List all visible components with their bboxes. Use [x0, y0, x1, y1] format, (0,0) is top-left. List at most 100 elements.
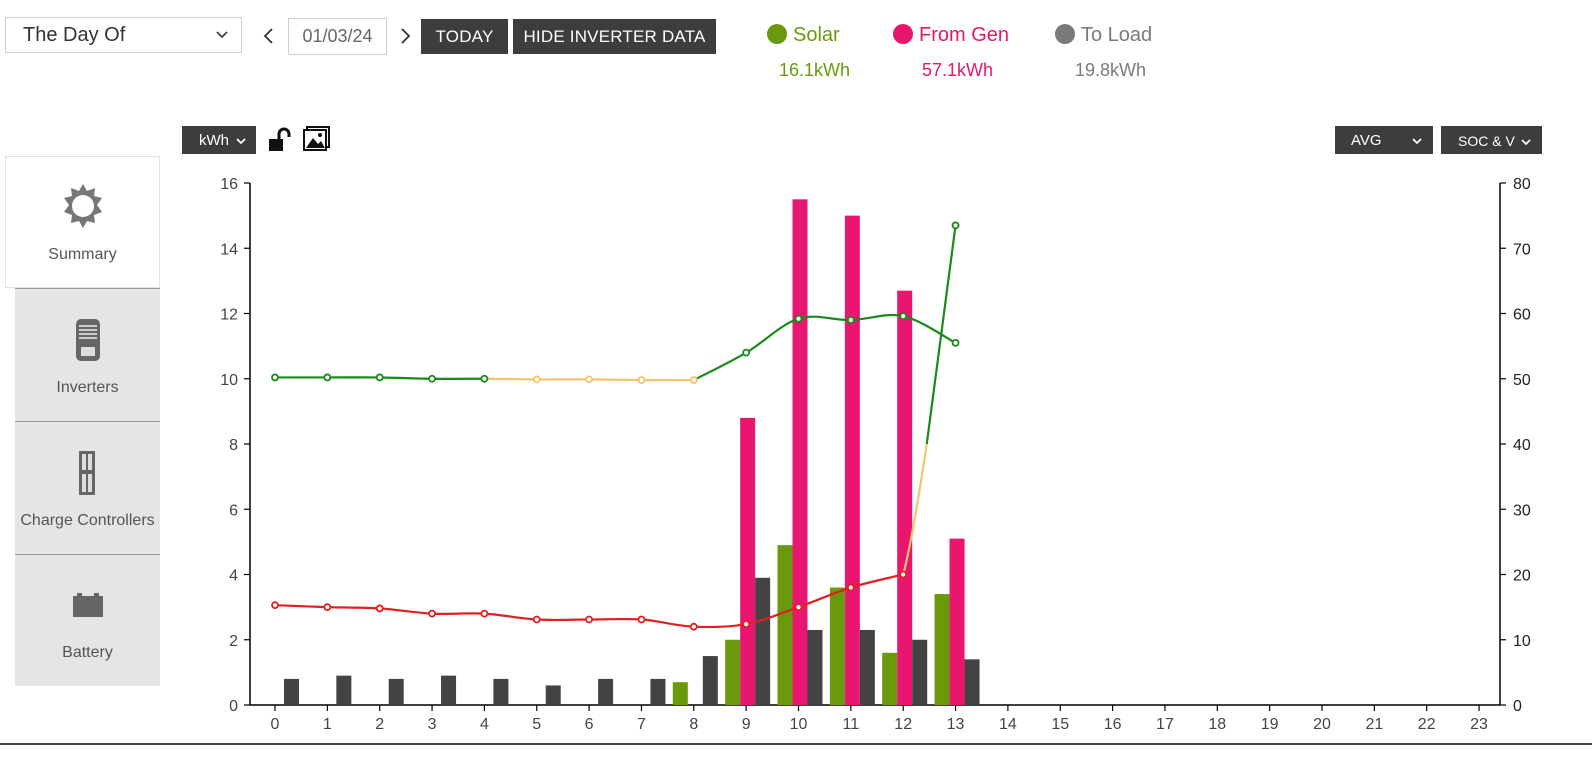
x-tick-label: 10	[790, 716, 808, 733]
voltage-point	[428, 609, 436, 618]
x-tick-label: 1	[323, 716, 332, 733]
unit-select-value: kWh	[199, 132, 229, 149]
hide-inverter-data-button[interactable]: HIDE INVERTER DATA	[513, 19, 716, 54]
x-tick-label: 22	[1418, 716, 1436, 733]
solar-dot-icon	[767, 24, 787, 44]
soc-point	[637, 376, 646, 384]
sidebar-item-inverters[interactable]: Inverters	[15, 288, 160, 421]
bar-from-gen	[897, 290, 913, 705]
y2-tick-label: 0	[1513, 698, 1522, 715]
date-input[interactable]: 01/03/24	[288, 18, 387, 55]
prev-date-button[interactable]	[262, 22, 276, 58]
bar-to-load	[493, 678, 509, 705]
voltage-point	[794, 603, 803, 612]
x-tick-label: 21	[1365, 716, 1383, 733]
soc-point	[323, 373, 332, 382]
sidebar-item-battery[interactable]: Battery	[15, 554, 160, 686]
bar-to-load	[702, 656, 718, 705]
soc-point	[846, 316, 855, 324]
chevron-down-icon	[215, 18, 229, 64]
x-tick-label: 16	[1104, 716, 1122, 733]
x-tick-label: 13	[947, 716, 965, 733]
sidebar-item-label: Charge Controllers	[20, 512, 155, 529]
legend-solar-label: Solar	[793, 24, 840, 46]
sidebar-item-label: Summary	[48, 246, 117, 263]
overlay-select-value: SOC & V	[1458, 133, 1515, 149]
y-tick-label: 6	[229, 502, 238, 519]
next-date-button[interactable]	[398, 22, 412, 58]
bar-solar	[829, 587, 845, 705]
to-load-dot-icon	[1055, 24, 1075, 44]
x-tick-label: 12	[894, 716, 912, 733]
voltage-point	[846, 583, 855, 592]
x-tick-label: 18	[1208, 716, 1226, 733]
soc-line	[693, 313, 957, 382]
period-select[interactable]: The Day Of	[5, 17, 242, 53]
y2-tick-label: 80	[1513, 176, 1531, 193]
bar-to-load	[598, 678, 614, 705]
y-tick-label: 12	[220, 307, 238, 324]
bar-to-load	[441, 675, 457, 705]
y2-tick-label: 40	[1513, 437, 1531, 454]
bar-to-load	[859, 629, 875, 705]
soc-point	[951, 221, 960, 230]
sidebar-item-charge-controllers[interactable]: Charge Controllers	[15, 421, 160, 554]
soc-point	[899, 312, 908, 321]
x-tick-label: 6	[585, 716, 594, 733]
bar-to-load	[912, 639, 928, 705]
x-tick-label: 8	[689, 716, 698, 733]
voltage-point	[742, 620, 751, 628]
y-tick-label: 14	[220, 241, 238, 258]
soc-point	[375, 373, 384, 382]
y2-tick-label: 10	[1513, 633, 1531, 650]
chevron-down-icon	[1412, 138, 1422, 145]
voltage-point	[637, 615, 646, 624]
x-tick-label: 19	[1261, 716, 1279, 733]
x-tick-label: 9	[742, 716, 751, 733]
legend-solar[interactable]: Solar	[767, 22, 840, 48]
legend-to-load-value: 19.8kWh	[1075, 60, 1147, 80]
soc-point	[480, 374, 489, 383]
y2-tick-label: 20	[1513, 568, 1531, 585]
x-tick-label: 15	[1051, 716, 1069, 733]
sidebar-item-label: Battery	[62, 644, 113, 661]
legend-from-gen-label: From Gen	[919, 24, 1010, 46]
voltage-point	[375, 604, 384, 613]
sidebar-item-summary[interactable]: Summary	[5, 156, 160, 288]
soc-point	[428, 374, 436, 383]
image-export-icon[interactable]	[302, 126, 332, 154]
x-tick-label: 2	[375, 716, 384, 733]
overlay-select[interactable]: SOC & V	[1441, 126, 1542, 154]
bar-solar	[777, 545, 793, 705]
legend-to-load-label: To Load	[1081, 24, 1153, 46]
x-tick-label: 0	[271, 716, 280, 733]
bar-solar	[934, 594, 950, 705]
soc-point	[585, 375, 593, 384]
soc-point	[951, 338, 960, 347]
x-tick-label: 4	[480, 716, 489, 733]
soc-point	[742, 348, 751, 357]
y-tick-label: 10	[220, 372, 238, 389]
legend-from-gen[interactable]: From Gen	[893, 22, 1009, 48]
bar-to-load	[388, 678, 404, 705]
voltage-point	[899, 570, 908, 579]
x-tick-label: 7	[637, 716, 646, 733]
aggregate-select[interactable]: AVG	[1335, 126, 1433, 154]
chevron-down-icon	[1521, 139, 1531, 146]
legend-to-load[interactable]: To Load	[1055, 22, 1152, 48]
voltage-point	[532, 615, 541, 624]
sun-icon	[64, 184, 102, 228]
bar-to-load	[284, 678, 299, 705]
today-button[interactable]: TODAY	[421, 19, 508, 54]
chevron-down-icon	[236, 138, 246, 145]
legend-solar-value: 16.1kWh	[779, 60, 851, 80]
from-gen-dot-icon	[893, 24, 913, 44]
unlock-icon[interactable]	[266, 126, 296, 154]
x-tick-label: 5	[532, 716, 541, 733]
bar-to-load	[650, 678, 666, 705]
x-tick-label: 17	[1156, 716, 1174, 733]
x-tick-label: 3	[428, 716, 437, 733]
soc-jump-line	[925, 225, 957, 445]
unit-select[interactable]: kWh	[182, 126, 256, 154]
